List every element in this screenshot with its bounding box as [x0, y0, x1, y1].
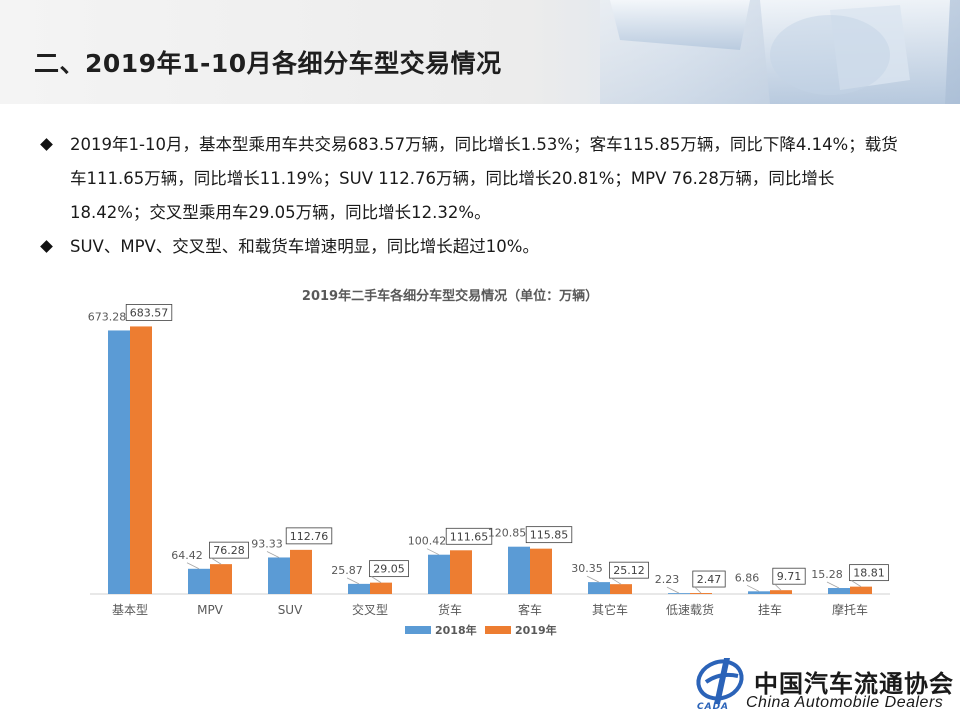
category-label: 摩托车	[832, 602, 868, 617]
data-label-2019: 9.71	[777, 570, 802, 583]
bar-2018	[108, 330, 130, 594]
cada-logo: CADA 中国汽车流通协会 China Automobile Dealers	[694, 652, 960, 720]
label-leader-line	[186, 562, 200, 570]
data-label-2019: 115.85	[530, 529, 569, 542]
bar-2018	[588, 582, 610, 594]
label-leader-line	[851, 580, 862, 587]
data-label-box	[369, 560, 409, 578]
bar-2018	[188, 568, 210, 594]
data-label-box	[125, 304, 173, 321]
data-label-2018: 25.87	[331, 564, 363, 577]
bar-2019	[370, 582, 392, 594]
bar-2019	[210, 564, 232, 594]
data-label-2019: 18.81	[853, 567, 885, 580]
label-leader-line	[266, 551, 280, 558]
bullet-text: 2019年1-10月，基本型乘用车共交易683.57万辆，同比增长1.53%；客…	[70, 135, 898, 222]
label-leader-line	[611, 577, 622, 585]
data-label-2018: 15.28	[811, 568, 843, 581]
label-leader-line	[694, 586, 702, 594]
label-leader-line	[211, 557, 222, 565]
data-label-2019: 76.28	[213, 544, 245, 557]
bar-2019	[130, 326, 152, 594]
header-decoration-image	[600, 0, 960, 104]
data-label-2019: 112.76	[290, 530, 329, 543]
bar-2019	[450, 550, 472, 594]
bullet-item: SUV、MPV、交叉型、和载货车增速明显，同比增长超过10%。	[40, 230, 900, 264]
category-label: MPV	[197, 603, 224, 617]
label-leader-line	[426, 548, 440, 556]
label-leader-line	[666, 586, 680, 594]
category-label: 其它车	[592, 602, 628, 617]
label-leader-line	[346, 577, 360, 585]
data-label-2018: 64.42	[171, 549, 203, 562]
data-label-2018: 2.23	[655, 573, 680, 586]
bar-chart: 2019年二手车各细分车型交易情况（单位：万辆） 673.28 683.57 基本型 6…	[0, 280, 960, 650]
legend-label: 2019年	[515, 623, 557, 637]
bullet-item: 2019年1-10月，基本型乘用车共交易683.57万辆，同比增长1.53%；客…	[40, 128, 900, 230]
label-leader-line	[746, 584, 760, 592]
bullet-text: SUV、MPV、交叉型、和载货车增速明显，同比增长超过10%。	[70, 237, 539, 256]
diamond-bullet-icon	[40, 240, 53, 253]
data-label-box	[209, 541, 249, 559]
bar-2018	[668, 593, 690, 594]
bar-2018	[268, 557, 290, 594]
bullet-list: 2019年1-10月，基本型乘用车共交易683.57万辆，同比增长1.53%；客…	[40, 128, 900, 264]
slide-header: 二、2019年1-10月各细分车型交易情况	[0, 0, 960, 104]
category-label: 挂车	[758, 602, 782, 617]
label-leader-line	[774, 583, 782, 591]
label-leader-line	[826, 581, 840, 589]
category-label: 低速载货	[666, 602, 714, 617]
data-label-2018: 30.35	[571, 562, 603, 575]
bar-2018	[748, 591, 770, 594]
logo-chinese-name: 中国汽车流通协会	[754, 670, 954, 698]
chart-svg: 2019年二手车各细分车型交易情况（单位：万辆） 673.28 683.57 基本型 6…	[88, 288, 890, 637]
bar-2019	[770, 590, 792, 594]
data-label-box	[609, 561, 649, 579]
bar-2018	[348, 583, 370, 594]
category-label: 货车	[438, 602, 462, 617]
legend-label: 2018年	[435, 623, 477, 637]
data-label-2019: 25.12	[613, 564, 645, 577]
cada-emblem-icon	[696, 658, 744, 704]
category-label: 基本型	[112, 603, 148, 617]
label-leader-line	[371, 576, 382, 583]
data-label-box	[285, 527, 333, 545]
data-label-box	[692, 570, 726, 588]
logo-mark-text: CADA	[697, 702, 730, 712]
page-title: 二、2019年1-10月各细分车型交易情况	[34, 49, 502, 78]
bar-2019	[290, 549, 312, 594]
data-label-box	[772, 567, 806, 585]
data-label-2019: 29.05	[373, 563, 405, 576]
label-leader-line	[586, 575, 600, 583]
chart-title: 2019年二手车各细分车型交易情况（单位：万辆）	[302, 288, 598, 304]
data-label-box	[849, 564, 889, 582]
category-label: SUV	[278, 603, 303, 617]
category-label: 交叉型	[352, 602, 388, 617]
bar-2018	[828, 588, 850, 594]
data-label-box	[525, 526, 573, 544]
bar-2019	[530, 548, 552, 594]
legend-swatch	[485, 626, 511, 634]
logo-english-name: China Automobile Dealers	[746, 694, 944, 711]
category-label: 客车	[518, 602, 542, 617]
data-label-2018: 120.85	[488, 527, 527, 540]
data-label-2018: 93.33	[251, 537, 283, 550]
data-label-2019: 683.57	[130, 306, 169, 319]
bar-2019	[690, 593, 712, 594]
data-label-box	[445, 527, 493, 545]
data-label-2018: 6.86	[735, 571, 760, 584]
diamond-bullet-icon	[40, 138, 53, 151]
bar-2018	[428, 554, 450, 594]
data-label-2019: 2.47	[697, 573, 722, 586]
data-label-2018: 673.28	[88, 310, 127, 323]
bar-2019	[610, 584, 632, 594]
data-label-2019: 111.65	[450, 530, 489, 543]
bar-2018	[508, 546, 530, 594]
data-label-2018: 100.42	[408, 535, 447, 548]
legend-swatch	[405, 626, 431, 634]
bar-2019	[850, 586, 872, 594]
